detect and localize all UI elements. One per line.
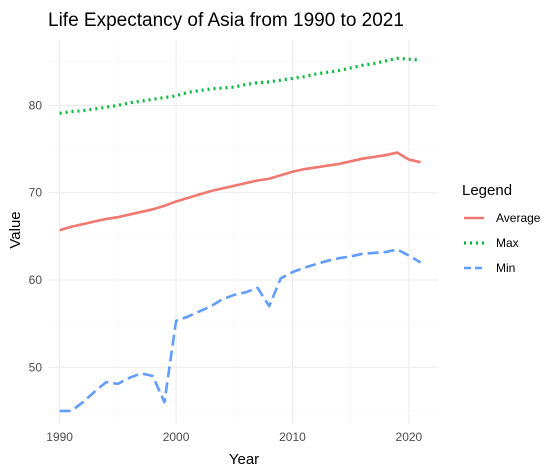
legend-label-average: Average bbox=[496, 211, 541, 225]
x-tick-label-2000: 2000 bbox=[163, 430, 190, 444]
axis-ticks: 1990 2000 2010 2020 50 60 70 80 bbox=[29, 98, 423, 444]
series-line-average bbox=[59, 151, 421, 232]
legend-label-max: Max bbox=[496, 236, 519, 250]
y-tick-label-80: 80 bbox=[29, 98, 43, 112]
series-line-max bbox=[59, 56, 421, 115]
legend: Legend Average Max Min bbox=[462, 182, 541, 275]
y-tick-label-60: 60 bbox=[29, 273, 43, 287]
legend-label-min: Min bbox=[496, 261, 515, 275]
y-tick-label-70: 70 bbox=[29, 186, 43, 200]
x-tick-label-2020: 2020 bbox=[396, 430, 423, 444]
chart-title: Life Expectancy of Asia from 1990 to 202… bbox=[48, 10, 404, 31]
legend-title: Legend bbox=[462, 182, 512, 199]
x-axis-title: Year bbox=[229, 451, 259, 468]
y-tick-label-50: 50 bbox=[29, 360, 43, 374]
x-tick-label-2010: 2010 bbox=[279, 430, 306, 444]
series-line-min bbox=[59, 248, 422, 413]
series-lines bbox=[59, 56, 422, 413]
grid bbox=[48, 40, 438, 424]
x-tick-label-1990: 1990 bbox=[46, 430, 73, 444]
y-axis-title: Value bbox=[7, 211, 24, 248]
